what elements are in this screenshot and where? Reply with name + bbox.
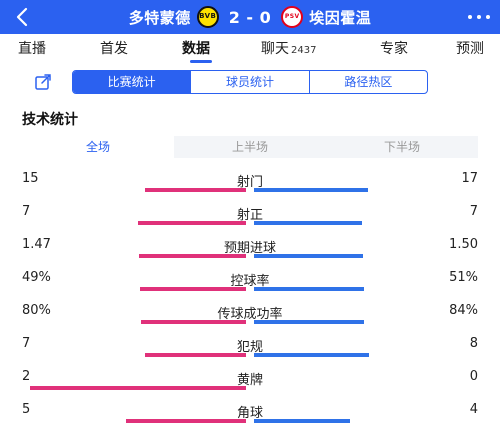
stat-home-bar: [141, 320, 246, 324]
stat-away-bar: [254, 287, 364, 291]
tab-live[interactable]: 直播: [18, 41, 46, 57]
stat-name: 预期进球: [223, 241, 276, 256]
stat-name: 控球率: [230, 274, 270, 289]
stat-row-corners: 5 角球 4: [0, 402, 500, 432]
stat-home-bar: [126, 419, 246, 423]
stat-home-value: 2: [22, 369, 31, 384]
stat-name: 角球: [236, 406, 263, 421]
sub-tab-player-stats[interactable]: 球员统计: [191, 71, 310, 93]
home-team-name: 多特蒙德: [128, 8, 191, 27]
period-tabs: 全场 上半场 下半场: [22, 136, 478, 158]
stat-away-bar: [254, 419, 350, 423]
stat-home-bar: [145, 353, 246, 357]
stat-away-bar: [254, 320, 364, 324]
stat-row-pass-accuracy: 80% 传球成功率 84%: [0, 303, 500, 333]
stat-row-shots-on-target: 7 射正 7: [0, 204, 500, 234]
bvb-logo-icon: BVB: [196, 6, 219, 28]
match-title: 多特蒙德 BVB 2 - 0 PSV 埃因霍温: [0, 5, 500, 29]
stat-away-value: 0: [469, 369, 478, 384]
stat-row-shots: 15 射门 17: [0, 171, 500, 201]
stat-row-fouls: 7 犯规 8: [0, 336, 500, 366]
away-team-name: 埃因霍温: [309, 8, 372, 27]
stat-home-bar: [138, 221, 246, 225]
stat-away-value: 8: [469, 336, 478, 351]
stat-away-value: 7: [469, 204, 478, 219]
back-arrow-icon[interactable]: [12, 6, 34, 28]
stats-sub-tabs: 比赛统计 球员统计 路径热区: [72, 70, 428, 94]
stat-home-bar: [30, 386, 246, 390]
stat-home-value: 7: [22, 336, 31, 351]
stat-home-bar: [145, 188, 246, 192]
sub-tab-heatmap[interactable]: 路径热区: [344, 75, 393, 89]
main-nav: 直播 首发 数据 聊天 2437 专家 预测: [0, 34, 500, 64]
period-tab-first-half[interactable]: 上半场: [231, 140, 268, 154]
psv-logo-icon: PSV: [281, 6, 304, 28]
stat-away-bar: [254, 254, 363, 258]
stat-name: 射正: [236, 208, 263, 223]
stat-home-value: 7: [22, 204, 31, 219]
stat-away-value: 51%: [449, 270, 478, 285]
stat-home-value: 49%: [22, 270, 51, 285]
stat-away-bar: [254, 353, 369, 357]
stat-away-bar: [254, 188, 368, 192]
stat-name: 射门: [236, 175, 263, 190]
tab-prediction[interactable]: 预测: [456, 41, 484, 57]
match-header: 多特蒙德 BVB 2 - 0 PSV 埃因霍温: [0, 0, 500, 34]
stat-away-value: 84%: [449, 303, 478, 318]
stat-row-possession: 49% 控球率 51%: [0, 270, 500, 300]
more-options-icon[interactable]: [468, 10, 490, 24]
stat-name: 黄牌: [236, 373, 263, 388]
share-icon[interactable]: [34, 72, 54, 92]
stat-name: 传球成功率: [217, 307, 283, 322]
stat-away-value: 17: [461, 171, 478, 186]
stat-name: 犯规: [236, 340, 263, 355]
stat-row-yellow-cards: 2 黄牌 0: [0, 369, 500, 399]
tab-data[interactable]: 数据: [182, 41, 210, 57]
stat-row-expected-goals: 1.47 预期进球 1.50: [0, 237, 500, 267]
stat-home-value: 80%: [22, 303, 51, 318]
period-tab-second-half[interactable]: 下半场: [383, 140, 420, 154]
active-tab-indicator: [190, 60, 212, 63]
stat-home-value: 5: [22, 402, 31, 417]
chat-count: 2437: [291, 45, 317, 56]
stat-home-value: 15: [22, 171, 39, 186]
tab-lineup[interactable]: 首发: [100, 41, 128, 57]
period-tab-full[interactable]: 全场: [22, 136, 174, 158]
stat-away-value: 4: [469, 402, 478, 417]
stat-home-bar: [140, 287, 246, 291]
match-score: 2 - 0: [228, 7, 272, 27]
tab-experts[interactable]: 专家: [380, 41, 408, 57]
stat-home-bar: [139, 254, 246, 258]
stat-away-bar: [254, 221, 362, 225]
tab-chat[interactable]: 聊天 2437: [261, 41, 317, 57]
section-title: 技术统计: [22, 112, 78, 128]
sub-tab-match-stats[interactable]: 比赛统计: [73, 71, 192, 93]
stat-home-value: 1.47: [22, 237, 51, 252]
stat-away-value: 1.50: [449, 237, 478, 252]
